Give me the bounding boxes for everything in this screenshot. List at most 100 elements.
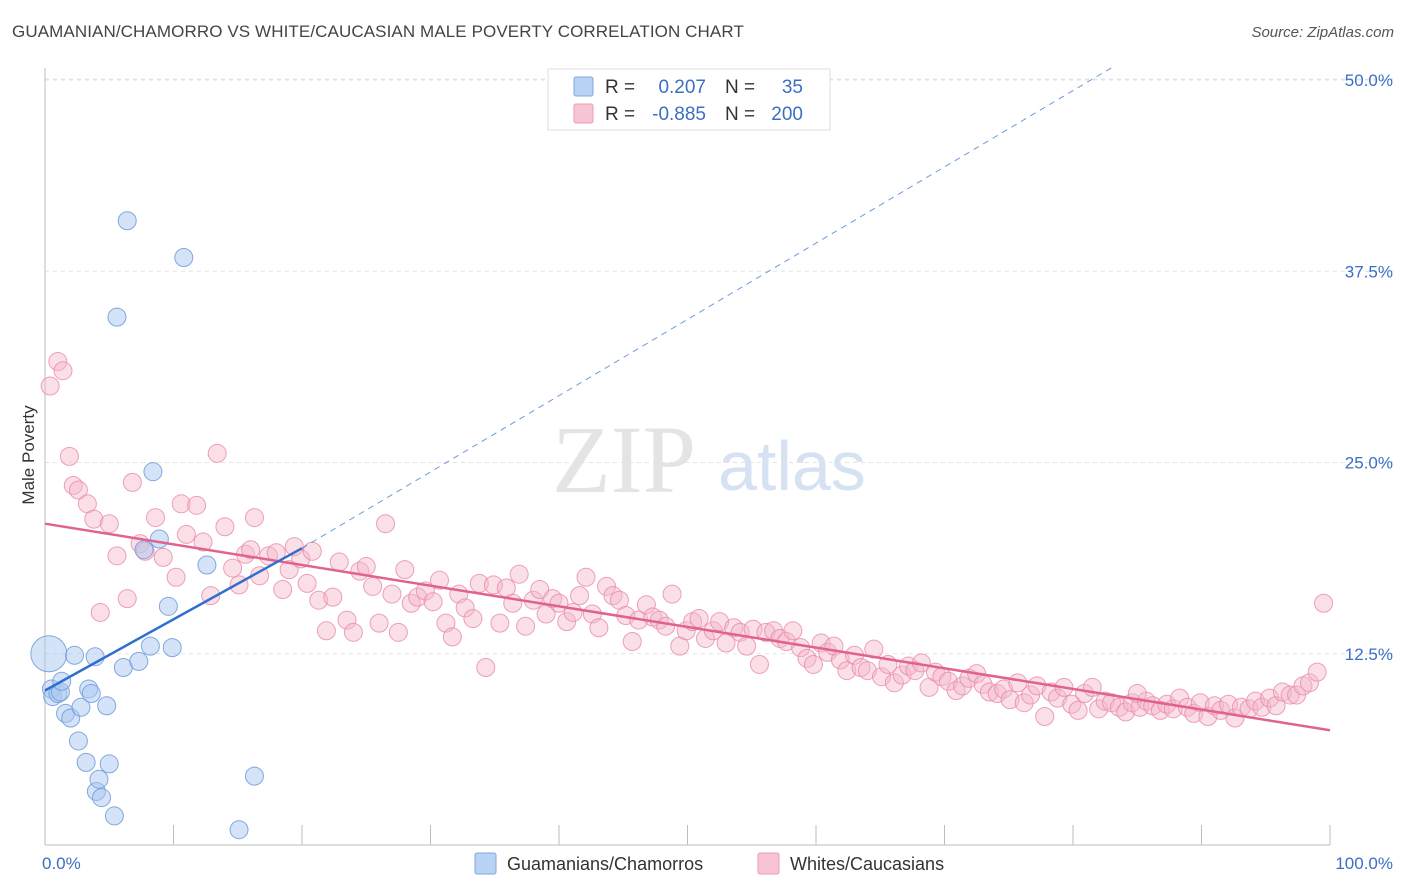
guamanian-chamorro-point <box>71 697 91 717</box>
white-caucasian-point <box>576 567 596 587</box>
white-caucasian-point <box>1021 685 1041 705</box>
white-caucasian-point <box>1000 690 1020 710</box>
white-caucasian-point <box>302 541 322 561</box>
white-caucasian-point <box>40 376 60 396</box>
whites-caucasians-points <box>40 352 1334 728</box>
guamanian-chamorro-point <box>140 636 160 656</box>
guamanian-chamorro-trend-extension <box>301 67 1112 549</box>
white-caucasian-point <box>756 622 776 642</box>
white-caucasian-point <box>356 557 376 577</box>
white-caucasian-point <box>483 575 503 595</box>
white-caucasian-point <box>1116 702 1136 722</box>
trend-lines <box>44 67 1331 732</box>
white-caucasian-trend-line <box>44 522 1331 732</box>
guamanian-chamorro-point <box>65 645 85 665</box>
y-tick-label: 50.0% <box>1345 71 1393 90</box>
white-caucasian-point <box>872 667 892 687</box>
white-caucasian-point <box>329 552 349 572</box>
white-caucasian-point <box>589 618 609 638</box>
guamanian-chamorro-point <box>104 806 124 826</box>
white-caucasian-point <box>408 587 428 607</box>
legend-box: R = 0.207 N = 35 R = -0.885 N = 200 <box>547 68 831 131</box>
bottom-legend-swatch-blue <box>474 852 497 875</box>
legend-swatch-blue <box>573 76 594 97</box>
source-label: Source: ZipAtlas.com <box>1251 24 1394 41</box>
white-caucasian-point <box>1314 593 1334 613</box>
white-caucasian-point <box>570 586 590 606</box>
white-caucasian-point <box>193 532 213 552</box>
grid <box>45 78 1395 655</box>
white-caucasian-point <box>1272 682 1292 702</box>
white-caucasian-point <box>1260 688 1280 708</box>
legend-n-label-1: N = <box>725 77 755 98</box>
legend-n-value-2: 200 <box>771 104 803 125</box>
white-caucasian-point <box>171 494 191 514</box>
white-caucasian-point <box>710 612 730 632</box>
white-caucasian-point <box>905 661 925 681</box>
white-caucasian-point <box>68 480 88 500</box>
bottom-legend-label-pink: Whites/Caucasians <box>790 854 944 874</box>
white-caucasian-point <box>979 682 999 702</box>
legend-r-value-1: 0.207 <box>658 77 706 98</box>
guamanian-chamorro-point <box>158 596 178 616</box>
legend-r-value-2: -0.885 <box>652 104 706 125</box>
white-caucasian-point <box>166 567 186 587</box>
guamanian-chamorro-point <box>143 462 163 482</box>
watermark: ZIP atlas <box>552 406 866 513</box>
guamanian-chamorro-point <box>174 247 194 267</box>
guamanian-chamorro-point <box>97 696 117 716</box>
guamanian-chamorro-point <box>244 766 264 786</box>
white-caucasian-point <box>117 589 137 609</box>
white-caucasian-point <box>1068 700 1088 720</box>
white-caucasian-point <box>1014 693 1034 713</box>
y-tick-labels: 12.5% 25.0% 37.5% 50.0% <box>1345 71 1393 664</box>
watermark-zip: ZIP <box>552 406 696 513</box>
guamanian-chamorro-point <box>134 540 154 560</box>
white-caucasian-point <box>1280 685 1300 705</box>
legend-r-label-1: R = <box>605 77 635 98</box>
white-caucasian-point <box>622 632 642 652</box>
white-caucasian-point <box>423 592 443 612</box>
guamanian-chamorro-point <box>129 651 149 671</box>
x-tick-label-min: 0.0% <box>42 854 81 873</box>
white-caucasian-point <box>207 443 227 463</box>
x-tick-label-max: 100.0% <box>1335 854 1393 873</box>
white-caucasian-point <box>689 609 709 629</box>
white-caucasian-point <box>363 576 383 596</box>
white-caucasian-point <box>530 579 550 599</box>
white-caucasian-point <box>153 547 173 567</box>
legend-swatch-pink <box>573 103 594 124</box>
legend-n-label-2: N = <box>725 104 755 125</box>
white-caucasian-point <box>343 622 363 642</box>
bottom-legend: Guamanians/Chamorros Whites/Caucasians <box>474 852 944 875</box>
white-caucasian-point <box>662 584 682 604</box>
guamanian-chamorro-point <box>197 555 217 575</box>
guamanian-chamorro-point <box>68 731 88 751</box>
guamanian-chamorro-point <box>99 754 119 774</box>
white-caucasian-point <box>476 658 496 678</box>
white-caucasian-point <box>749 654 769 674</box>
white-caucasian-point <box>395 560 415 580</box>
chart-title: GUAMANIAN/CHAMORRO VS WHITE/CAUCASIAN MA… <box>12 22 744 41</box>
white-caucasian-point <box>59 446 79 466</box>
guamanians-chamorros-points <box>30 211 264 840</box>
y-tick-label: 12.5% <box>1345 645 1393 664</box>
white-caucasian-point <box>297 573 317 593</box>
white-caucasian-point <box>369 613 389 633</box>
white-caucasian-point <box>337 610 357 630</box>
white-caucasian-point <box>884 673 904 693</box>
white-caucasian-point <box>241 540 261 560</box>
guamanian-chamorro-trend-line <box>44 547 303 692</box>
guamanian-chamorro-point <box>162 638 182 658</box>
white-caucasian-point <box>656 616 676 636</box>
white-caucasian-point <box>994 679 1014 699</box>
white-caucasian-point <box>1089 699 1109 719</box>
white-caucasian-point <box>509 564 529 584</box>
white-caucasian-point <box>309 590 329 610</box>
white-caucasian-point <box>737 636 757 656</box>
watermark-atlas: atlas <box>718 427 866 505</box>
white-caucasian-point <box>187 495 207 515</box>
white-caucasian-point <box>636 595 656 615</box>
white-caucasian-point <box>53 361 73 381</box>
